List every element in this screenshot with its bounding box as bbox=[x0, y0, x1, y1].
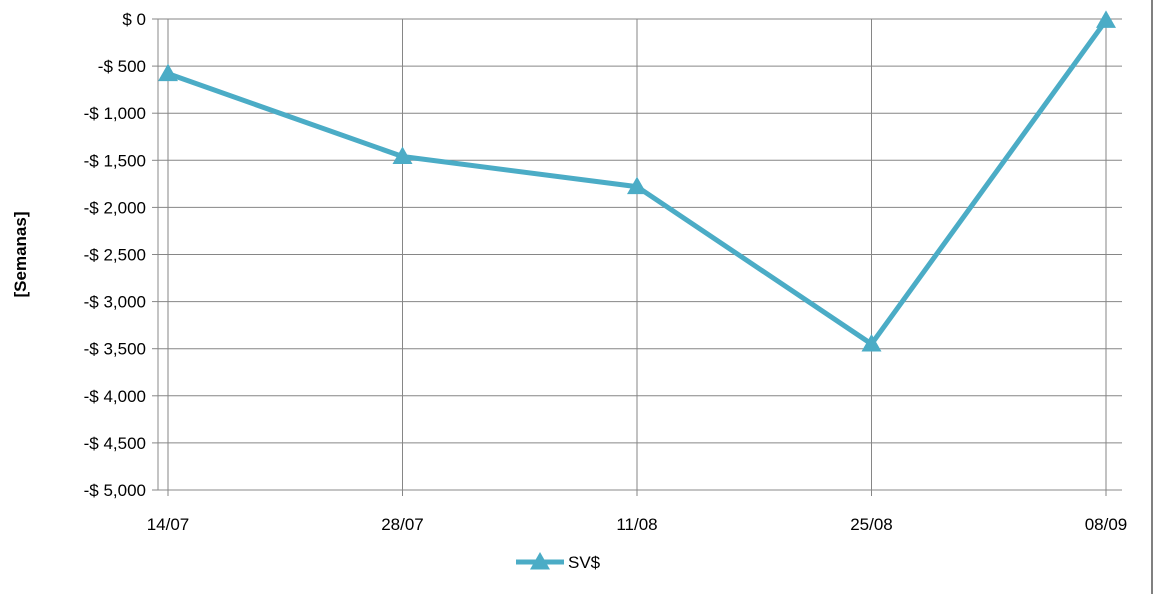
y-tick-label: -$ 2,500 bbox=[84, 246, 146, 265]
y-axis-label: [Semanas] bbox=[11, 212, 30, 298]
y-tick-label: -$ 1,500 bbox=[84, 151, 146, 170]
x-tick-label: 25/08 bbox=[850, 515, 893, 534]
y-tick-label: -$ 2,000 bbox=[84, 198, 146, 217]
x-tick-label: 28/07 bbox=[381, 515, 424, 534]
x-tick-label: 08/09 bbox=[1085, 515, 1128, 534]
y-tick-label: -$ 4,000 bbox=[84, 387, 146, 406]
data-point-marker bbox=[392, 146, 413, 165]
y-tick-label: -$ 3,000 bbox=[84, 293, 146, 312]
legend: SV$ bbox=[516, 552, 601, 572]
data-point-marker bbox=[1096, 10, 1116, 28]
y-tick-label: $ 0 bbox=[122, 10, 146, 29]
x-tick-label: 14/07 bbox=[147, 515, 190, 534]
data-point-marker bbox=[861, 333, 882, 352]
y-tick-label: -$ 4,500 bbox=[84, 434, 146, 453]
x-tick-label: 11/08 bbox=[616, 515, 657, 534]
series-group bbox=[158, 10, 1116, 352]
x-tick-labels: 14/07 28/07 11/08 25/08 08/09 bbox=[147, 515, 1128, 534]
y-tick-label: -$ 5,000 bbox=[84, 481, 146, 500]
legend-marker bbox=[530, 552, 550, 570]
y-tick-label: -$ 1,000 bbox=[84, 104, 146, 123]
y-tick-label: -$ 500 bbox=[98, 57, 146, 76]
y-tick-label: -$ 3,500 bbox=[84, 340, 146, 359]
legend-label: SV$ bbox=[568, 553, 601, 572]
data-point-marker bbox=[627, 176, 647, 195]
data-point-marker bbox=[158, 63, 178, 82]
y-tick-labels: $ 0 -$ 500 -$ 1,000 -$ 1,500 -$ 2,000 -$ 2,50… bbox=[84, 10, 146, 500]
vertical-gridlines bbox=[167, 19, 1107, 496]
